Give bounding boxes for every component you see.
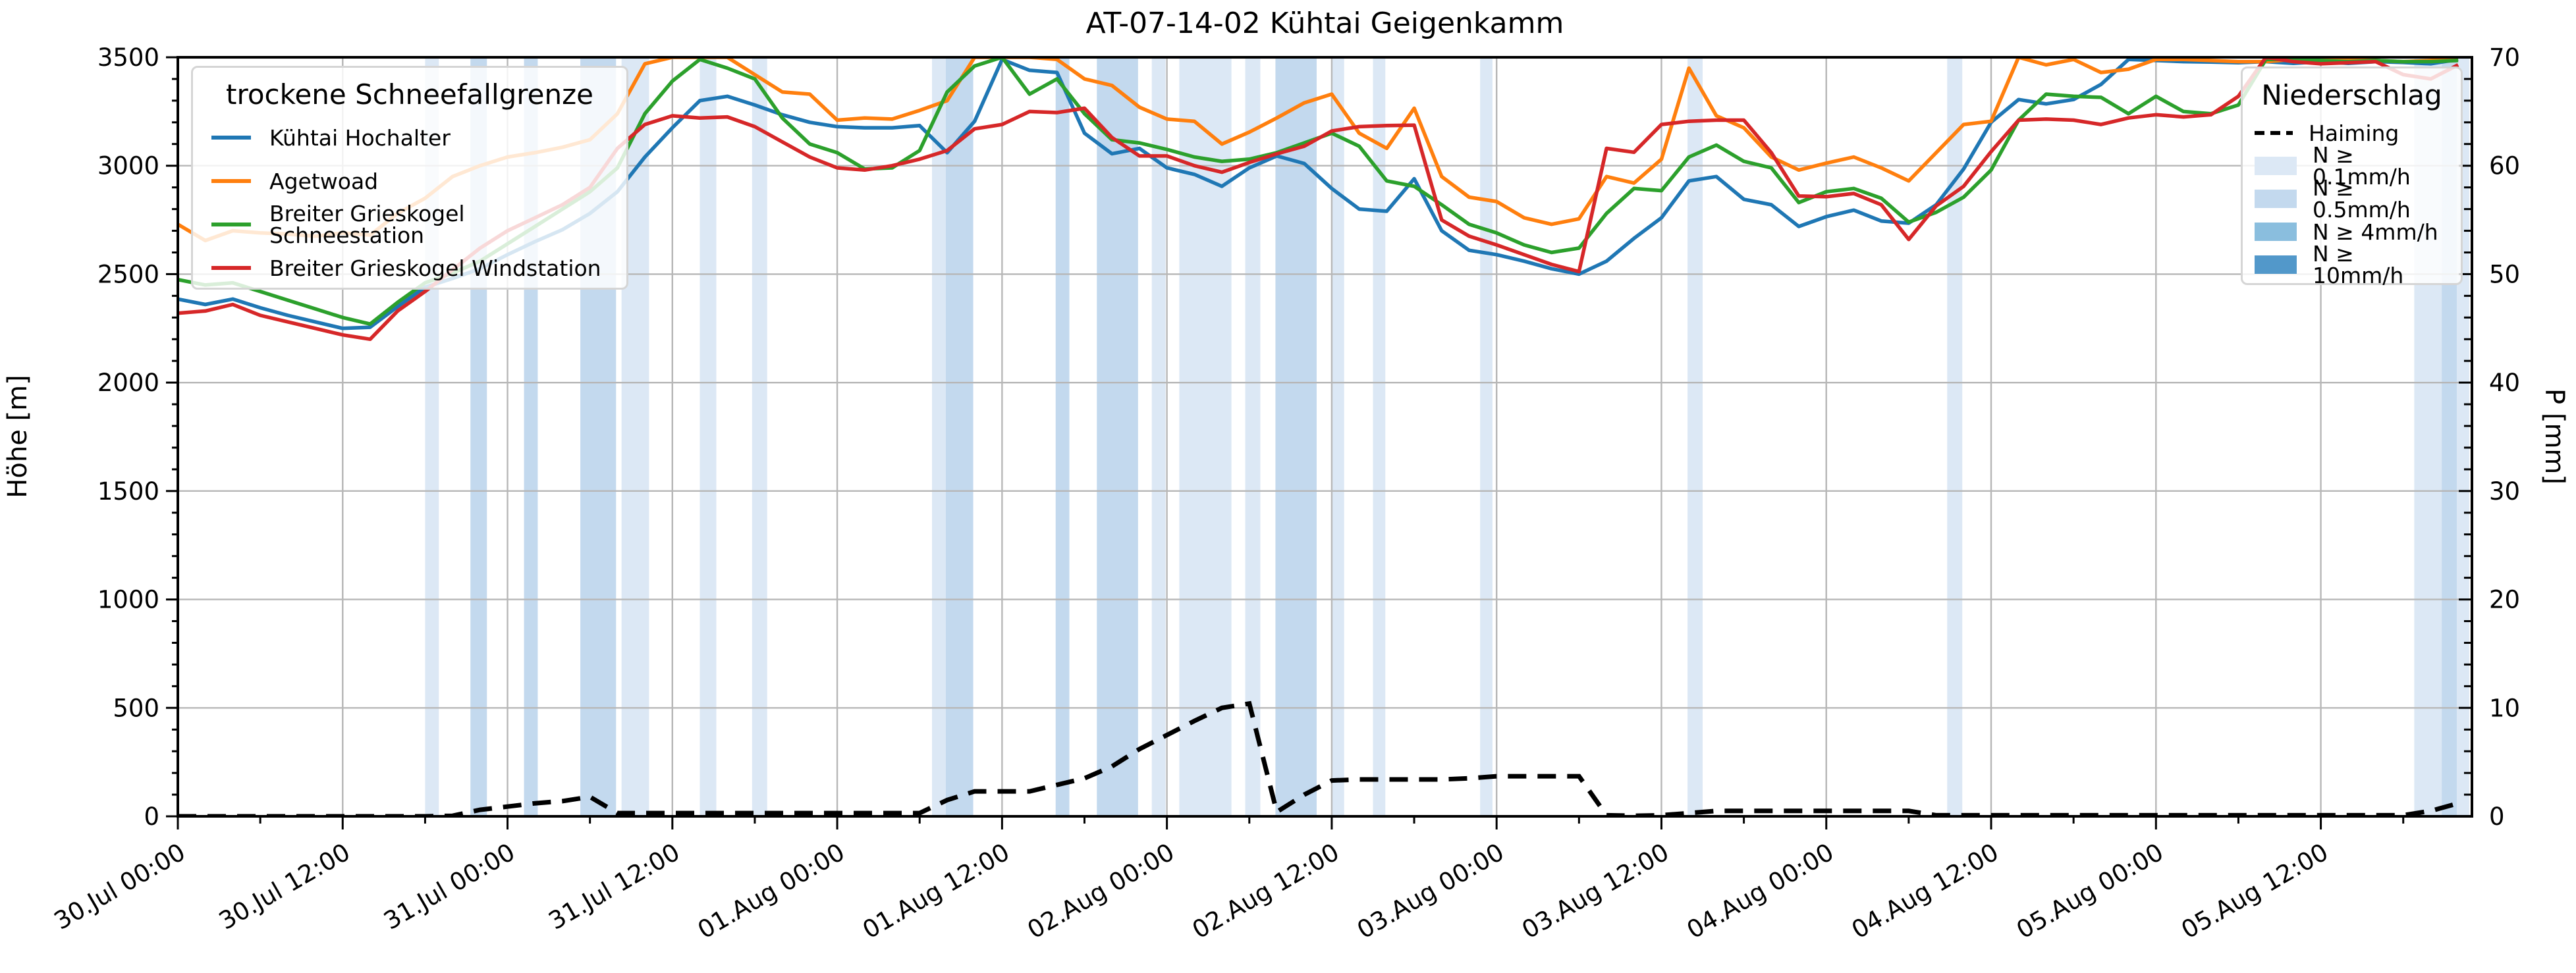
legend-item: N ≥ 0.5mm/h (2252, 177, 2452, 221)
precip-bands (425, 57, 2469, 816)
y-tick-label-left: 1000 (97, 586, 159, 614)
axes-spines (177, 56, 2473, 818)
precip-band (1275, 57, 1317, 816)
y-axis-label-left: Höhe [m] (3, 375, 33, 498)
x-tick-label: 05.Aug 12:00 (2177, 838, 2334, 945)
y-tick-label-right: 60 (2489, 152, 2520, 180)
precip-band (1373, 57, 1386, 816)
band-swatch-10-icon (2255, 255, 2297, 274)
y-tick-label-right: 40 (2489, 369, 2520, 397)
chart-title: AT-07-14-02 Kühtai Geigenkamm (1085, 7, 1564, 40)
y-tick-label-left: 3500 (97, 43, 159, 72)
y-tick-label-right: 70 (2489, 43, 2520, 72)
legend-snowline: trockene Schneefallgrenze Kühtai Hochalt… (191, 66, 628, 290)
x-tick-label: 03.Aug 12:00 (1517, 838, 1674, 945)
precip-band (752, 57, 767, 816)
line-swatch-blue-icon (211, 136, 251, 140)
legend-item-label: Agetwoad (269, 168, 379, 194)
y-tick-label-right: 0 (2489, 802, 2505, 831)
x-tick-label: 30.Jul 00:00 (49, 838, 190, 935)
precip-band (1947, 57, 1963, 816)
y-tick-label-left: 1500 (97, 477, 159, 506)
legend-item-label: N ≥ 4mm/h (2313, 219, 2438, 245)
legend-item-label: Haiming (2309, 120, 2399, 146)
x-tick-label: 31.Jul 00:00 (379, 838, 520, 935)
legend-item: N ≥ 10mm/h (2252, 243, 2452, 286)
precip-band (1480, 57, 1493, 816)
precip-band (1331, 57, 1344, 816)
line-swatch-orange-icon (211, 179, 251, 183)
legend-item-label: N ≥ 0.1mm/h (2313, 142, 2411, 190)
axis-ticks (166, 56, 2472, 829)
legend-item-label: N ≥ 10mm/h (2313, 241, 2404, 288)
x-tick-label: 01.Aug 12:00 (858, 838, 1014, 945)
legend-item-label: N ≥ 0.5mm/h (2313, 175, 2411, 223)
y-tick-label-right: 10 (2489, 694, 2520, 722)
legend-item: Agetwoad (205, 159, 615, 203)
legend-precipitation-title: Niederschlag (2261, 79, 2442, 111)
legend-item: Kühtai Hochalter (205, 116, 615, 159)
x-tick-label: 30.Jul 12:00 (214, 838, 355, 935)
legend-item-label: Kühtai Hochalter (269, 124, 451, 151)
y-tick-label-right: 20 (2489, 586, 2520, 614)
precip-line (178, 700, 2459, 816)
legend-item: Breiter Grieskogel Windstation (205, 246, 615, 290)
dashed-line-swatch-icon (2255, 131, 2293, 135)
y-tick-label-left: 2000 (97, 369, 159, 397)
x-tick-label: 04.Aug 00:00 (1682, 838, 1839, 945)
precip-band (1055, 57, 1070, 816)
x-tick-label: 02.Aug 00:00 (1023, 838, 1180, 945)
line-swatch-red-icon (211, 266, 251, 270)
y-tick-label-left: 3000 (97, 152, 159, 180)
precip-band (1151, 57, 1166, 816)
y-tick-label-left: 500 (113, 694, 159, 722)
y-tick-label-left: 2500 (97, 260, 159, 288)
y-tick-label-right: 50 (2489, 260, 2520, 288)
precip-band (945, 57, 973, 816)
x-tick-label: 03.Aug 00:00 (1352, 838, 1509, 945)
x-tick-label: 04.Aug 12:00 (1847, 838, 2004, 945)
x-tick-label: 31.Jul 12:00 (544, 838, 685, 935)
x-tick-label: 05.Aug 00:00 (2012, 838, 2168, 945)
band-swatch-01-icon (2255, 157, 2297, 175)
y-tick-label-left: 0 (144, 802, 159, 831)
precip-band (932, 57, 946, 816)
precip-band (1687, 57, 1703, 816)
y-tick-label-right: 30 (2489, 477, 2520, 506)
x-tick-label: 01.Aug 00:00 (693, 838, 850, 945)
x-tick-label: 02.Aug 12:00 (1188, 838, 1344, 945)
y-axis-label-right: P [mm] (2539, 388, 2569, 485)
legend-item-label: Breiter Grieskogel Windstation (269, 255, 601, 281)
legend-item: N ≥ 4mm/h (2252, 215, 2452, 248)
legend-item: Haiming (2252, 117, 2452, 149)
legend-item-label: Breiter Grieskogel Schneestation (269, 201, 465, 248)
precip-band (1097, 57, 1138, 816)
precip-band (699, 57, 717, 816)
line-swatch-green-icon (211, 223, 251, 226)
legend-snowline-title: trockene Schneefallgrenze (226, 78, 593, 111)
band-swatch-4-icon (2255, 223, 2297, 241)
precip-band (1245, 57, 1261, 816)
band-swatch-05-icon (2255, 190, 2297, 208)
legend-item: Breiter Grieskogel Schneestation (205, 203, 615, 246)
legend-precipitation: Niederschlag Haiming N ≥ 0.1mm/h N ≥ 0.5… (2241, 66, 2463, 286)
legend-item: N ≥ 0.1mm/h (2252, 144, 2452, 188)
